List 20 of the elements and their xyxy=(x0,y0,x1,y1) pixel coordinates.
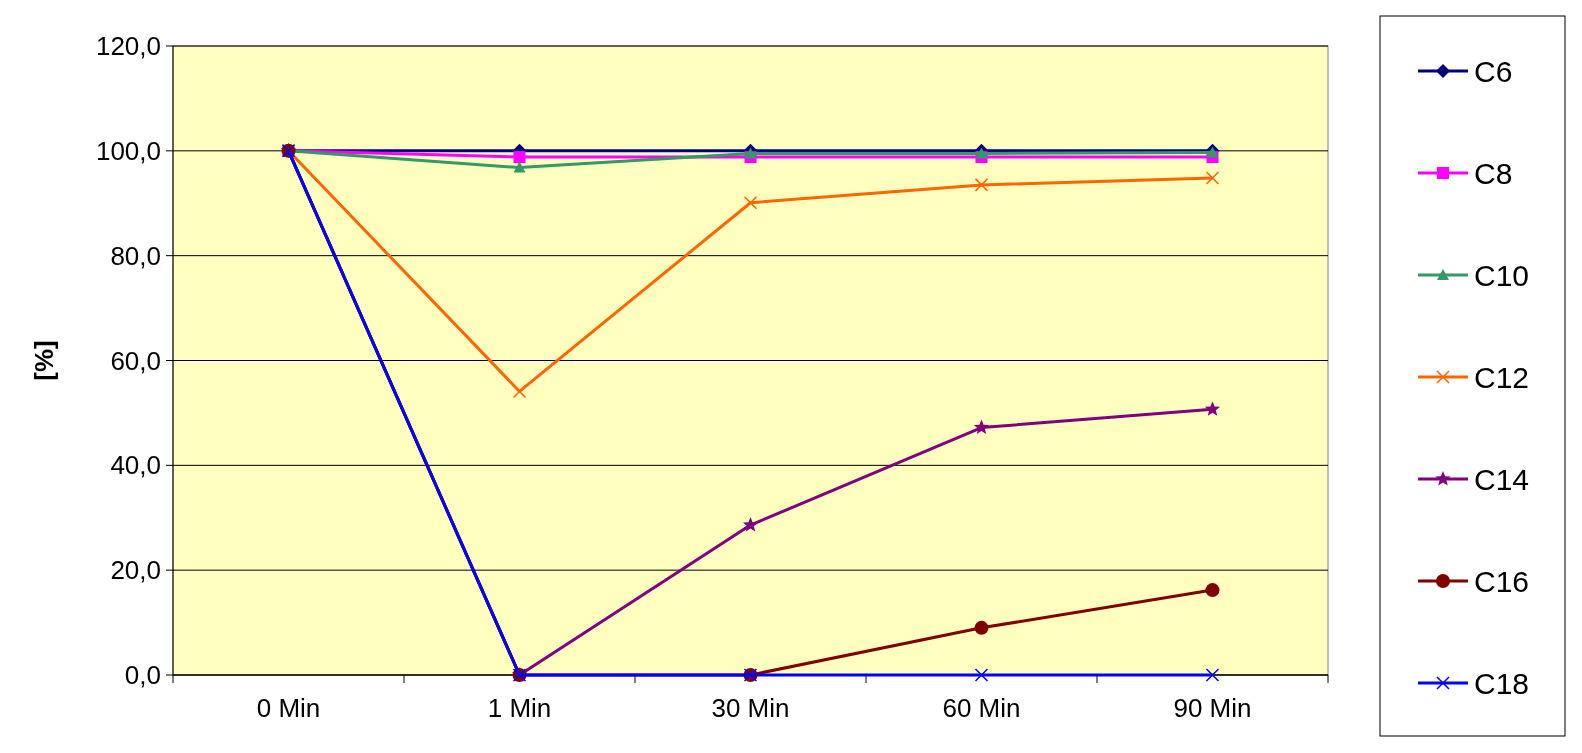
y-tick-label: 80,0 xyxy=(110,240,161,271)
legend-label: C12 xyxy=(1474,360,1530,394)
x-tick-label: 0 Min xyxy=(256,693,321,723)
legend-label: C18 xyxy=(1474,666,1530,700)
legend-label: C14 xyxy=(1474,462,1530,496)
legend-label: C16 xyxy=(1474,564,1530,598)
y-axis-title: [%] xyxy=(29,340,59,381)
y-tick-label: 120,0 xyxy=(95,31,161,62)
y-tick-label: 60,0 xyxy=(110,345,161,376)
y-tick-label: 0,0 xyxy=(124,660,161,691)
y-tick-label: 40,0 xyxy=(110,450,161,481)
legend-label: C10 xyxy=(1474,258,1530,292)
y-tick-label: 20,0 xyxy=(110,555,161,586)
y-tick-label: 100,0 xyxy=(95,135,161,166)
x-tick-label: 1 Min xyxy=(487,693,552,723)
legend-label: C8 xyxy=(1474,156,1513,190)
x-tick-label: 90 Min xyxy=(1173,693,1252,723)
legend-label: C6 xyxy=(1474,54,1513,88)
x-tick-label: 30 Min xyxy=(711,693,790,723)
x-tick-label: 60 Min xyxy=(942,693,1021,723)
